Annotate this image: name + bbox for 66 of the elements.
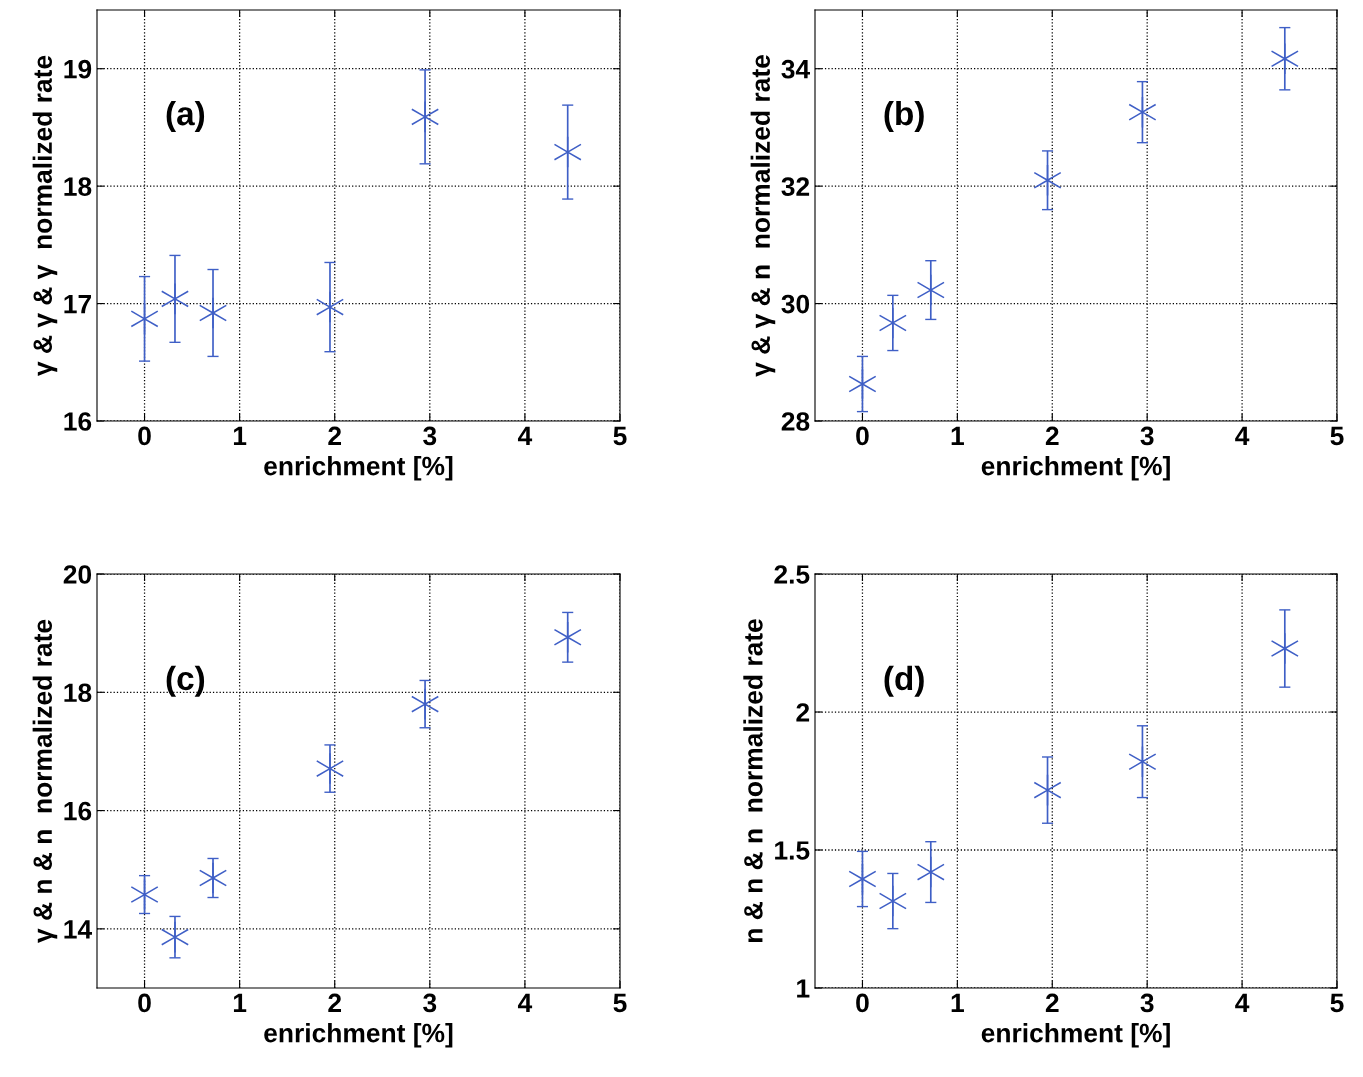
x-axis-title: enrichment [%] bbox=[981, 1023, 1170, 1048]
x-tick-label: 1 bbox=[233, 993, 247, 1012]
x-tick-label: 3 bbox=[1140, 993, 1154, 1013]
x-tick-label: 5 bbox=[613, 426, 627, 446]
x-tick-label: 2 bbox=[1045, 993, 1059, 1012]
point bbox=[916, 274, 945, 307]
x-tick-label: 1 bbox=[233, 426, 247, 445]
y-tick-label: 19 bbox=[64, 59, 92, 79]
point bbox=[411, 688, 440, 721]
point bbox=[160, 282, 189, 315]
x-tick-label: 1 bbox=[951, 426, 964, 445]
y-tick-label: 1.5 bbox=[775, 841, 810, 860]
point bbox=[878, 306, 907, 339]
y-tick-label: 2.5 bbox=[774, 565, 810, 584]
y-tick-label: 30 bbox=[781, 294, 810, 314]
x-axis-title: enrichment [%] bbox=[264, 1023, 453, 1048]
point bbox=[878, 885, 907, 918]
point bbox=[411, 100, 440, 133]
x-tick-label: 5 bbox=[613, 993, 627, 1013]
y-axis-title: γ & n & n normalized rate bbox=[32, 619, 58, 943]
x-tick-label: 5 bbox=[1330, 426, 1344, 446]
x-tick-label: 1 bbox=[951, 993, 964, 1012]
y-tick-label: 28 bbox=[781, 412, 810, 431]
x-tick-label: 2 bbox=[328, 993, 342, 1012]
x-tick-label: 0 bbox=[138, 993, 151, 1013]
x-tick-label: 3 bbox=[423, 993, 437, 1013]
point bbox=[315, 291, 344, 324]
point bbox=[1270, 632, 1299, 665]
annotation: (c) bbox=[166, 665, 205, 697]
y-tick-label: 16 bbox=[64, 412, 92, 431]
y-tick-label: 16 bbox=[64, 801, 92, 821]
x-tick-label: 4 bbox=[1235, 426, 1250, 445]
y-tick-label: 17 bbox=[64, 294, 91, 314]
point bbox=[315, 752, 344, 785]
x-tick-label: 4 bbox=[1235, 993, 1250, 1012]
y-tick-label: 34 bbox=[781, 59, 810, 79]
x-tick-label: 3 bbox=[1140, 426, 1154, 446]
x-tick-label: 5 bbox=[1330, 993, 1344, 1013]
y-axis-title: n & n & n normalized rate bbox=[743, 619, 763, 943]
y-tick-label: 32 bbox=[781, 177, 810, 196]
x-tick-label: 2 bbox=[328, 426, 342, 445]
y-tick-label: 2 bbox=[796, 703, 810, 722]
x-tick-label: 4 bbox=[517, 993, 533, 1012]
annotation: (a) bbox=[166, 100, 205, 132]
point bbox=[916, 856, 945, 889]
x-axis-title: enrichment [%] bbox=[981, 456, 1170, 481]
y-axis-title: γ & γ & n normalized rate bbox=[750, 55, 776, 377]
y-tick-label: 18 bbox=[64, 177, 92, 196]
x-tick-label: 0 bbox=[856, 426, 869, 446]
x-tick-label: 0 bbox=[856, 993, 869, 1013]
x-tick-label: 3 bbox=[423, 426, 437, 446]
point bbox=[199, 861, 228, 895]
annotation: (b) bbox=[884, 100, 924, 132]
x-tick-label: 2 bbox=[1045, 426, 1059, 445]
y-tick-label: 14 bbox=[64, 920, 92, 939]
point bbox=[199, 296, 228, 330]
annotation: (d) bbox=[884, 665, 924, 697]
point bbox=[1270, 42, 1299, 75]
x-tick-label: 0 bbox=[138, 426, 151, 446]
y-tick-label: 18 bbox=[64, 683, 92, 703]
x-axis-title: enrichment [%] bbox=[264, 456, 453, 481]
x-tick-label: 4 bbox=[517, 426, 533, 445]
point bbox=[160, 921, 189, 954]
y-tick-label: 20 bbox=[63, 565, 92, 584]
y-axis-title: γ & γ & γ normalized rate bbox=[32, 55, 58, 376]
y-tick-label: 1 bbox=[797, 979, 810, 998]
